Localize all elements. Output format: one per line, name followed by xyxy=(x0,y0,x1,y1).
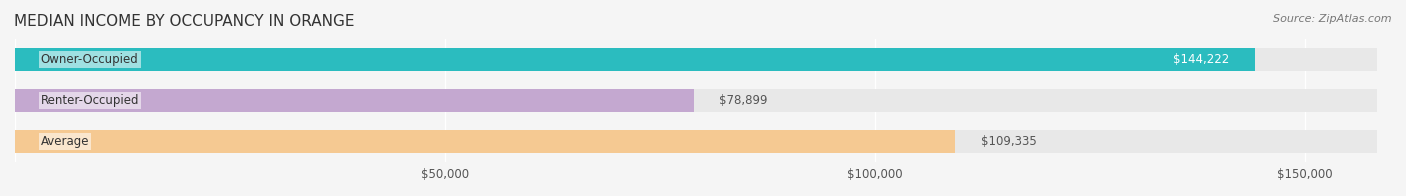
Bar xyxy=(15,130,955,153)
Text: Average: Average xyxy=(41,135,90,148)
Text: $78,899: $78,899 xyxy=(720,94,768,107)
Text: Source: ZipAtlas.com: Source: ZipAtlas.com xyxy=(1274,14,1392,24)
Text: Owner-Occupied: Owner-Occupied xyxy=(41,53,139,66)
Bar xyxy=(15,89,693,112)
Bar xyxy=(15,89,1378,112)
Text: $109,335: $109,335 xyxy=(981,135,1036,148)
Bar xyxy=(15,130,1378,153)
Text: MEDIAN INCOME BY OCCUPANCY IN ORANGE: MEDIAN INCOME BY OCCUPANCY IN ORANGE xyxy=(14,14,354,29)
Bar xyxy=(15,48,1378,71)
Text: Renter-Occupied: Renter-Occupied xyxy=(41,94,139,107)
Text: $144,222: $144,222 xyxy=(1173,53,1229,66)
Bar xyxy=(15,48,1256,71)
